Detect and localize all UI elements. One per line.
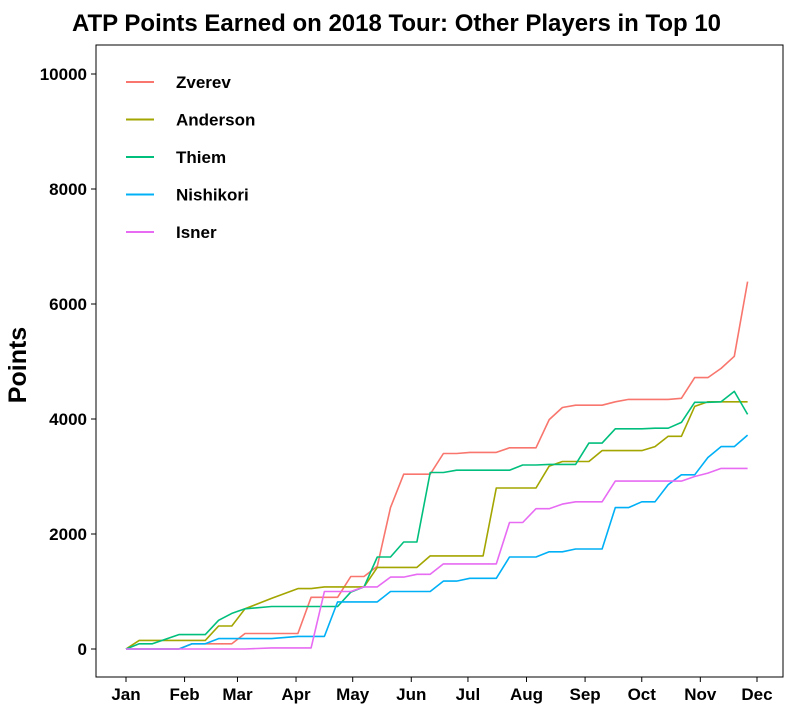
legend-label-thiem: Thiem xyxy=(176,148,226,167)
legend-label-isner: Isner xyxy=(176,223,217,242)
x-tick-label: Apr xyxy=(281,685,311,704)
y-tick-label: 6000 xyxy=(49,295,87,314)
legend: Zverev Anderson Thiem Nishikori Isner xyxy=(126,73,255,242)
series-line-nishikori xyxy=(126,434,749,650)
x-tick-label: Jun xyxy=(396,685,426,704)
chart-title: ATP Points Earned on 2018 Tour: Other Pl… xyxy=(71,10,722,37)
x-tick-label: Sep xyxy=(569,685,600,704)
x-tick-label: Feb xyxy=(169,685,199,704)
x-axis: Jan Feb Mar Apr May Jun Jul Aug Sep Oct Nov Dec xyxy=(111,677,773,704)
x-tick-label: May xyxy=(336,685,370,704)
y-axis-title: Points xyxy=(4,327,32,403)
y-tick-label: 10000 xyxy=(40,65,87,84)
series-lines xyxy=(125,281,749,650)
legend-label-anderson: Anderson xyxy=(176,111,255,130)
legend-label-zverev: Zverev xyxy=(176,73,231,92)
series-line-anderson xyxy=(125,400,748,650)
legend-label-nishikori: Nishikori xyxy=(176,186,249,205)
x-tick-label: Nov xyxy=(684,685,717,704)
y-axis: 0 2000 4000 6000 8000 10000 xyxy=(40,65,96,659)
y-tick-label: 8000 xyxy=(49,180,87,199)
series-line-zverev xyxy=(126,281,749,650)
plot-panel xyxy=(95,44,784,678)
x-tick-label: Jan xyxy=(111,685,140,704)
x-tick-label: Mar xyxy=(222,685,253,704)
x-tick-label: Jul xyxy=(456,685,481,704)
x-tick-label: Oct xyxy=(628,685,657,704)
y-tick-label: 2000 xyxy=(49,525,87,544)
series-line-thiem xyxy=(125,390,749,650)
x-tick-label: Aug xyxy=(510,685,543,704)
y-tick-label: 0 xyxy=(78,640,87,659)
series-line-isner xyxy=(126,467,748,650)
x-tick-label: Dec xyxy=(741,685,772,704)
y-tick-label: 4000 xyxy=(49,410,87,429)
